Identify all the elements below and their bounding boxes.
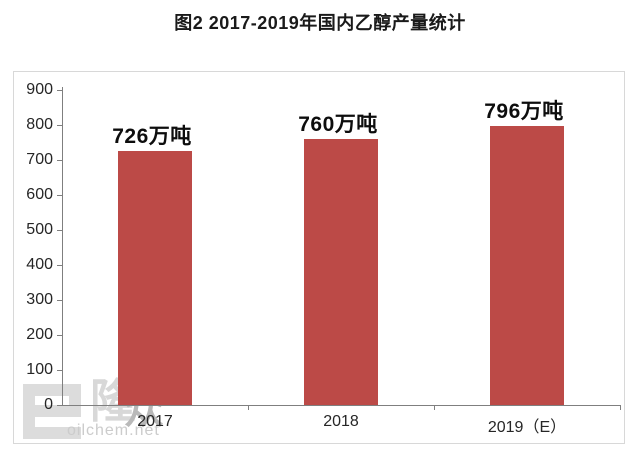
y-axis-tick <box>57 90 62 91</box>
x-axis-tick <box>620 405 621 410</box>
x-axis-label: 2017 <box>137 413 173 430</box>
y-axis-tick-label: 200 <box>26 326 53 343</box>
x-axis-label: 2018 <box>323 413 359 430</box>
bar-value-label: 726万吨 <box>112 125 192 148</box>
y-axis-line <box>62 87 63 406</box>
y-axis-tick <box>57 370 62 371</box>
watermark-url: oilchem.net <box>67 422 160 439</box>
plot-area: 0 100 200 300 400 500 600 700 800 900 726万吨 2017 760… <box>14 72 624 443</box>
chart-title: 图2 2017-2019年国内乙醇产量统计 <box>174 13 466 33</box>
y-axis-tick-label: 900 <box>26 81 53 98</box>
y-axis-tick-label: 300 <box>26 291 53 308</box>
bar-value-label: 760万吨 <box>298 113 378 136</box>
y-axis-tick <box>57 300 62 301</box>
y-axis-tick <box>57 230 62 231</box>
x-axis-tick <box>248 405 249 410</box>
bar-value-label: 796万吨 <box>484 100 564 123</box>
x-axis-tick <box>434 405 435 410</box>
bar-2017 <box>118 151 192 405</box>
y-axis-tick <box>57 265 62 266</box>
y-axis-tick-label: 0 <box>44 396 53 413</box>
y-axis-tick <box>57 405 62 406</box>
y-axis-tick <box>57 335 62 336</box>
y-axis-tick <box>57 125 62 126</box>
y-axis-tick <box>57 160 62 161</box>
y-axis-tick-label: 400 <box>26 256 53 273</box>
y-axis-tick-label: 600 <box>26 186 53 203</box>
y-axis-tick <box>57 195 62 196</box>
bar-2019E <box>490 126 564 405</box>
x-axis-label: 2019（E） <box>487 419 567 436</box>
x-axis-line <box>62 405 621 406</box>
y-axis-tick-label: 100 <box>26 361 53 378</box>
longzhong-logo-icon <box>23 384 81 439</box>
y-axis-tick-label: 700 <box>26 151 53 168</box>
bar-2018 <box>304 139 378 405</box>
chart-frame: 隆 众 oilchem.net 0 100 200 300 400 500 600 700 80… <box>13 71 625 444</box>
y-axis-tick-label: 500 <box>26 221 53 238</box>
y-axis-tick-label: 800 <box>26 116 53 133</box>
